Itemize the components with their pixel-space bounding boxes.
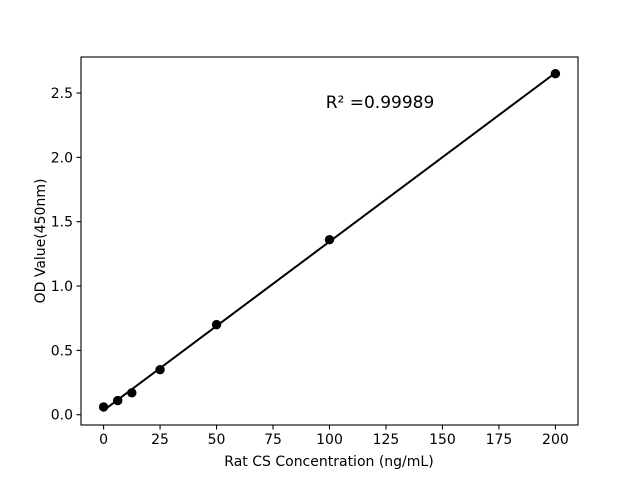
y-tick-label: 1.0 [51, 279, 73, 295]
data-point [98, 402, 109, 412]
y-tick-label: 1.5 [51, 215, 73, 231]
x-tick-label: 150 [429, 432, 456, 448]
y-tick-label: 0.5 [51, 343, 73, 359]
data-point [324, 235, 335, 245]
data-point [550, 69, 561, 79]
x-tick-label: 200 [542, 432, 569, 448]
data-point [211, 319, 222, 330]
y-axis-label: OD Value(450nm) [33, 179, 49, 304]
y-tick-label: 2.5 [51, 86, 73, 102]
y-tick-label: 2.0 [51, 150, 73, 166]
x-tick-label: 125 [373, 432, 400, 448]
x-axis-label: Rat CS Concentration (ng/mL) [224, 454, 433, 470]
data-point [113, 395, 123, 406]
data-point [155, 364, 165, 375]
x-tick-label: 50 [208, 432, 226, 448]
x-tick-label: 0 [99, 432, 108, 448]
x-tick-label: 175 [486, 432, 513, 448]
x-tick-label: 25 [151, 432, 169, 448]
data-point [127, 388, 137, 398]
x-tick-label: 100 [316, 432, 343, 448]
y-tick-label: 0.0 [51, 408, 73, 424]
r-squared-annotation: R² =0.99989 [326, 93, 435, 113]
chart-content-layer: 0 25 50 75 100 125 150 175 200 0.0 0.5 1.0 1.5 2.0 2.5 [51, 69, 569, 448]
x-tick-label: 75 [264, 432, 282, 448]
